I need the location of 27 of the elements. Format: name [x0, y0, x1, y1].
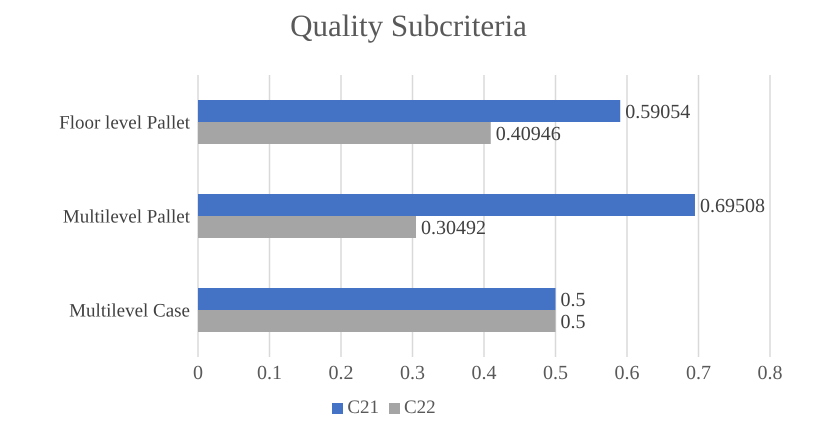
bar: [198, 100, 620, 122]
x-tick-label: 0.8: [758, 362, 782, 384]
bar: [198, 194, 695, 216]
y-tick-label: Multilevel Pallet: [62, 206, 191, 228]
x-tick-label: 0: [193, 362, 203, 384]
bar: [198, 310, 556, 332]
x-tick-label: 0.3: [400, 362, 425, 384]
chart-title: Quality Subcriteria: [289, 8, 528, 44]
bar: [198, 288, 556, 310]
x-tick-label: 0.6: [614, 362, 640, 384]
legend-label: C21: [347, 397, 379, 418]
x-tick-label: 0.5: [543, 362, 568, 384]
x-tick-label: 0.1: [257, 362, 282, 384]
data-label: 0.59054: [625, 101, 690, 124]
bar: [198, 122, 491, 144]
x-tick-label: 0.4: [472, 362, 496, 384]
data-label: 0.5: [560, 311, 586, 334]
data-label: 0.5: [560, 289, 586, 312]
data-label: 0.40946: [496, 123, 561, 146]
data-label: 0.69508: [700, 195, 765, 218]
x-tick-label: 0.7: [686, 362, 711, 384]
y-tick-label: Floor level Pallet: [59, 112, 191, 134]
data-label: 0.30492: [421, 217, 486, 240]
bar: [198, 216, 416, 238]
x-tick-label: 0.2: [328, 362, 354, 384]
legend-label: C22: [404, 397, 436, 418]
y-tick-label: Multilevel Case: [69, 300, 190, 322]
